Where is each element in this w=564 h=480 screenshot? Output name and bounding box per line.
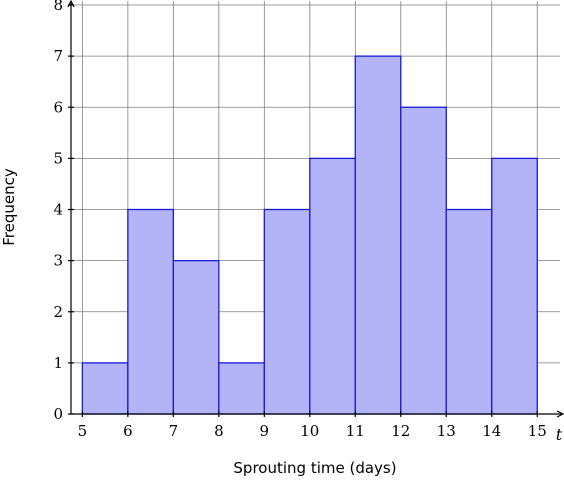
histogram-bar — [127, 208, 174, 415]
x-tick-label: 13 — [437, 422, 456, 440]
histogram-bar — [491, 157, 538, 415]
histogram-bar — [172, 259, 220, 415]
x-tick-label: 11 — [346, 422, 365, 440]
histogram-bar — [354, 55, 402, 415]
histogram-bar — [445, 208, 493, 415]
x-tick-label: 5 — [78, 422, 88, 440]
x-tick-label: 14 — [482, 422, 501, 440]
x-tick-label: 12 — [391, 422, 410, 440]
histogram-bar — [218, 362, 265, 415]
x-tick-label: 8 — [214, 422, 224, 440]
y-tick-label: 4 — [53, 201, 63, 219]
x-tick-label: 10 — [300, 422, 319, 440]
x-tick-label: 7 — [169, 422, 179, 440]
y-tick-label: 6 — [53, 98, 63, 116]
x-tick-label: 6 — [123, 422, 133, 440]
x-tick-label: 9 — [260, 422, 270, 440]
histogram-bar — [263, 208, 311, 415]
y-tick-label: 1 — [53, 354, 63, 372]
y-tick-label: 5 — [53, 149, 63, 167]
y-tick-label: 3 — [53, 252, 63, 270]
axes — [68, 1, 563, 417]
y-axis-title: Frequency — [0, 168, 18, 246]
y-tick-label: 0 — [53, 405, 63, 423]
y-tick-label: 8 — [53, 0, 63, 14]
x-axis-title: Sprouting time (days) — [233, 459, 396, 477]
histogram-bars — [81, 55, 538, 415]
y-tick-label: 7 — [53, 47, 63, 65]
histogram-bar — [81, 362, 129, 415]
histogram-bar — [400, 106, 447, 415]
y-tick-label: 2 — [53, 303, 63, 321]
x-axis-variable: t — [556, 425, 563, 444]
x-tick-label: 15 — [528, 422, 547, 440]
histogram-bar — [309, 157, 356, 415]
